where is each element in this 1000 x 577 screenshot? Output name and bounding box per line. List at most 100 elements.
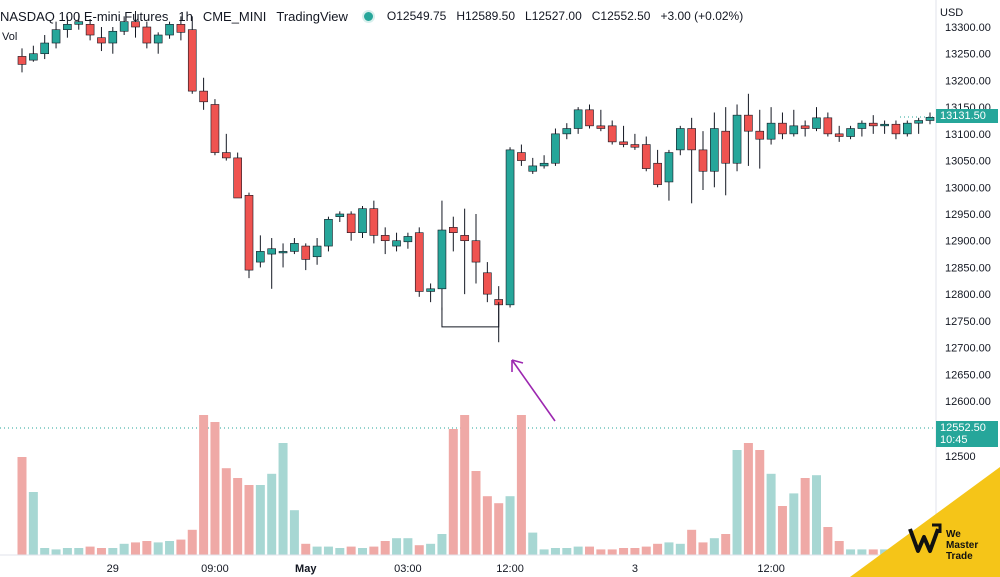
volume-bar — [17, 457, 27, 555]
volume-bar — [199, 415, 209, 555]
volume-bar — [301, 543, 311, 555]
price-tick-label: 12850.00 — [945, 262, 991, 274]
ohlc-open: O12549.75 — [386, 9, 447, 23]
volume-bar — [698, 542, 708, 555]
volume-bar — [619, 548, 629, 555]
candle-body — [63, 24, 72, 30]
partial-price-tick: 12500 — [945, 451, 976, 463]
volume-bar — [62, 548, 72, 555]
candle-body — [74, 21, 84, 25]
candle-body — [539, 162, 549, 167]
volume-bar — [437, 534, 447, 555]
interval-label[interactable]: 1h — [178, 8, 193, 24]
candle-body — [437, 229, 447, 290]
candle-body — [619, 141, 628, 145]
candle-body — [551, 133, 560, 164]
candle-body — [778, 122, 787, 135]
volume-bar — [267, 473, 277, 555]
price-tick-label: 12650.00 — [945, 369, 991, 381]
candle-body — [267, 248, 277, 255]
candle-body — [40, 42, 50, 55]
volume-bar — [494, 503, 504, 555]
candle-body — [380, 235, 390, 242]
candle-body — [414, 232, 424, 292]
annotation-arrowhead-icon — [511, 359, 524, 372]
currency-label[interactable]: USD — [940, 7, 964, 19]
price-tick-label: 12800.00 — [945, 289, 991, 301]
candle-body — [233, 157, 242, 199]
volume-bar — [630, 548, 640, 555]
source-label: TradingView — [276, 8, 348, 24]
candle-body — [721, 130, 731, 164]
volume-bar — [244, 485, 254, 555]
candle-body — [914, 120, 923, 124]
volume-bar — [460, 415, 470, 555]
candle-body — [142, 26, 152, 44]
volume-bar — [358, 548, 367, 555]
volume-bar — [550, 548, 560, 555]
candle-body — [880, 123, 889, 127]
volume-bar — [709, 538, 719, 555]
volume-bar — [142, 541, 152, 555]
volume-bar — [221, 468, 231, 555]
price-tick-label: 12750.00 — [945, 316, 991, 328]
volume-bar — [846, 549, 856, 555]
price-tick-label: 12600.00 — [945, 396, 991, 408]
price-tick-label: 13200.00 — [945, 75, 991, 87]
candle-body — [278, 251, 288, 254]
candle-body — [823, 117, 833, 135]
candle-body — [324, 219, 333, 247]
candle-body — [585, 109, 594, 127]
volume-bar — [426, 543, 436, 555]
volume-bar — [721, 534, 731, 555]
candle-body — [902, 122, 912, 135]
candle-body — [403, 236, 413, 243]
candle-body — [153, 34, 163, 44]
candle-body — [641, 144, 651, 169]
candle-body — [471, 240, 481, 263]
price-tick-label: 13250.00 — [945, 49, 991, 61]
candle-body — [119, 21, 129, 32]
candle-body — [653, 162, 662, 185]
price-tick-label: 12950.00 — [945, 209, 991, 221]
volume-bar — [675, 543, 685, 555]
candle-body — [573, 109, 583, 129]
candle-body — [800, 125, 810, 129]
candle-body — [426, 288, 435, 292]
volume-bar — [857, 549, 867, 555]
low-annotation — [441, 302, 556, 422]
candle-body — [596, 125, 606, 129]
price-tick-label: 13300.00 — [945, 22, 991, 34]
ohlc-low: L12527.00 — [525, 9, 582, 23]
volume-bar — [641, 546, 651, 555]
volume-bar — [482, 496, 492, 555]
volume-bar — [596, 549, 606, 555]
volume-bar — [369, 546, 379, 555]
volume-bar — [777, 506, 787, 555]
last-price-badge: 13131.50 — [936, 109, 998, 124]
volume-bar — [176, 539, 186, 555]
volume-bar — [323, 546, 333, 555]
volume-bar — [789, 493, 799, 555]
symbol-name[interactable]: NASDAQ 100 E-mini Futures — [0, 8, 169, 24]
ohlc-high: H12589.50 — [456, 9, 516, 23]
volume-bar — [96, 548, 106, 555]
candle-body — [528, 165, 538, 172]
time-tick-label: 03:00 — [394, 563, 422, 575]
time-tick-label: 3 — [632, 563, 638, 575]
volume-bar — [74, 548, 84, 555]
volume-label[interactable]: Vol — [2, 31, 18, 43]
candle-body — [256, 251, 265, 263]
candle-body — [108, 30, 118, 44]
volume-bar — [664, 542, 674, 555]
volume-bar — [403, 538, 413, 555]
candle-body — [630, 144, 640, 148]
volume-bar — [516, 415, 526, 555]
candle-body — [199, 90, 208, 103]
volume-bar — [392, 538, 402, 555]
volume-bar — [255, 485, 265, 555]
candle-body — [448, 227, 458, 234]
volume-bar — [471, 471, 481, 555]
